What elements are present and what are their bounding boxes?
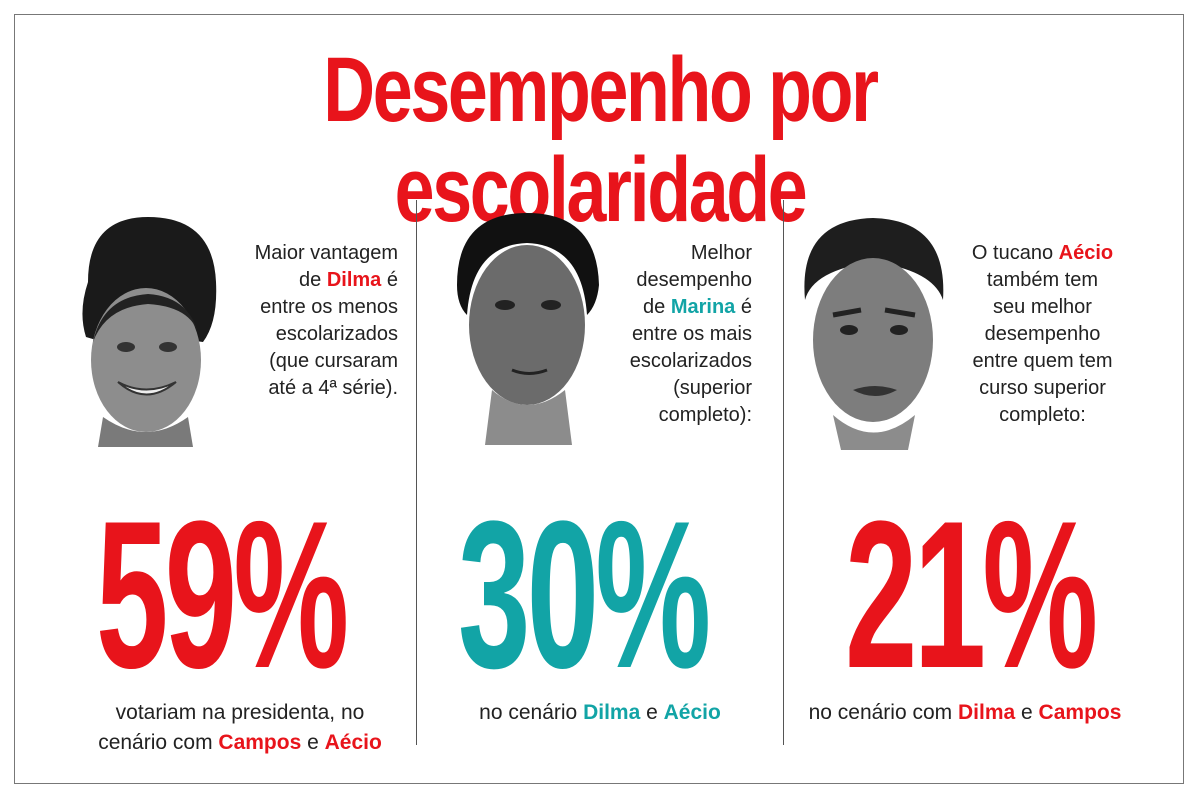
blurb-line: de Dilma é	[299, 269, 398, 291]
aecio-percentage: 21%	[845, 477, 1098, 712]
dilma-caption: votariam na presidenta, no cenário com C…	[98, 701, 382, 754]
highlight-dilma: Dilma	[326, 269, 382, 291]
column-divider	[783, 200, 784, 745]
aecio-portrait	[804, 218, 944, 450]
highlight-aecio: Aécio	[1058, 242, 1114, 264]
page-title: Desempenho por escolaridade	[323, 39, 879, 241]
marina-caption: no cenário Dilma e Aécio	[479, 701, 721, 724]
dilma-percentage: 59%	[96, 477, 349, 712]
marina-portrait	[457, 213, 599, 445]
infographic-frame	[14, 14, 1184, 784]
aecio-blurb: O tucano Aécio também tem seu melhor des…	[971, 242, 1114, 426]
blurb-line: Maior vantagem	[254, 242, 398, 264]
dilma-portrait	[82, 217, 217, 447]
blurb-line: entre os menos	[260, 296, 398, 318]
column-divider	[416, 200, 417, 745]
aecio-caption: no cenário com Dilma e Campos	[808, 701, 1122, 724]
marina-blurb: Melhor desempenho de Marina é entre os m…	[629, 242, 752, 426]
blurb-line: escolarizados	[275, 323, 398, 345]
blurb-line: (que cursaram	[269, 350, 398, 372]
highlight-marina: Marina	[670, 296, 736, 318]
dilma-blurb: Maior vantagem de Dilma é entre os menos…	[222, 240, 398, 402]
blurb-line: até a 4ª série).	[268, 377, 398, 399]
marina-percentage: 30%	[458, 477, 711, 712]
